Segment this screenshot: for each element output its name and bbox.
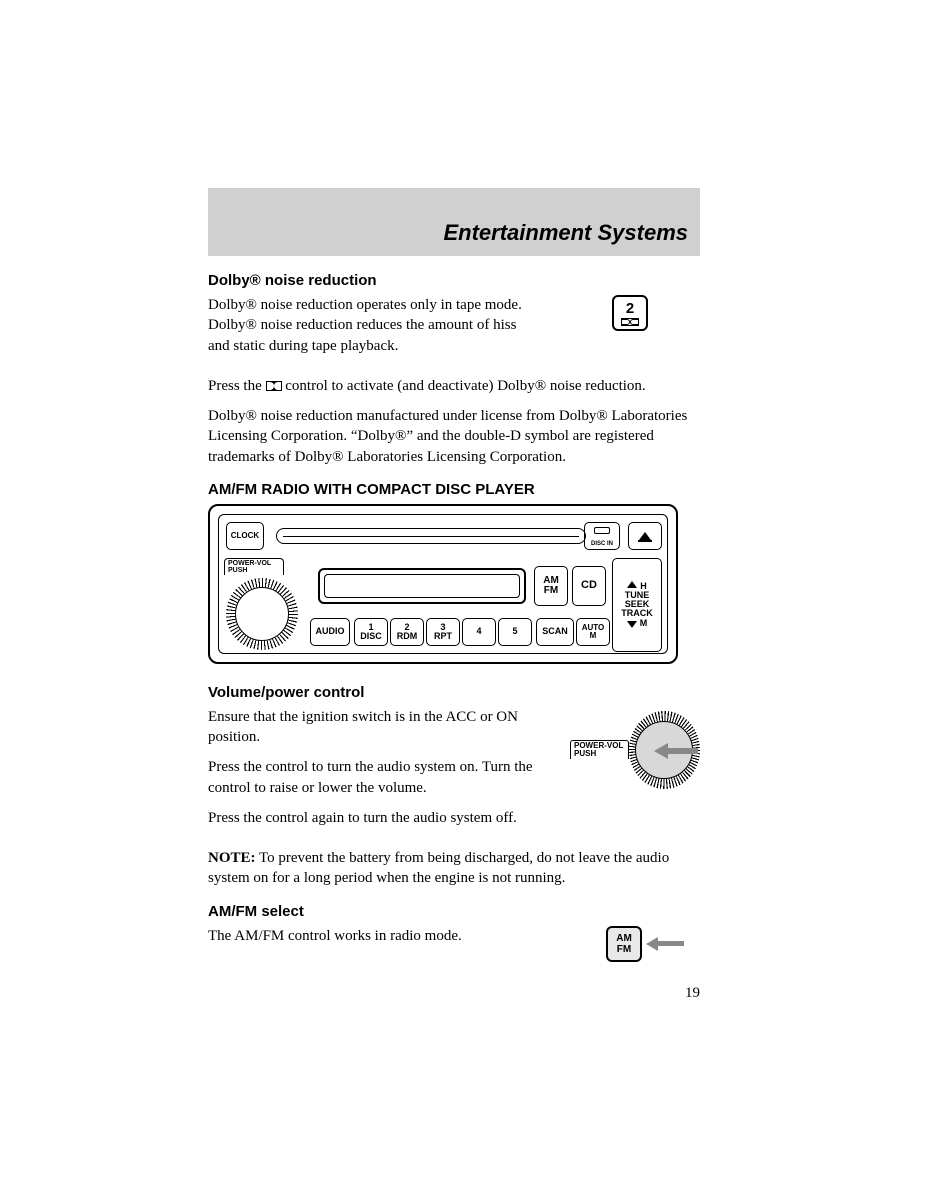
amfm-fig-button: AM FM (606, 926, 642, 962)
header-title: Entertainment Systems (443, 220, 688, 246)
dolby-text-col: Dolby® noise reduction operates only in … (208, 295, 540, 366)
lcd-display (318, 568, 526, 604)
volume-p2: Press the control to turn the audio syst… (208, 757, 550, 798)
audio-button: AUDIO (310, 618, 350, 646)
eject-button (628, 522, 662, 550)
up-icon (627, 581, 637, 588)
amfm-button: AM FM (534, 566, 568, 606)
preset-1-button: 1DISC (354, 618, 388, 646)
arrow-icon (654, 743, 698, 759)
dolby-p2: Press the control to activate (and deact… (208, 376, 700, 396)
volume-note: NOTE: To prevent the battery from being … (208, 848, 700, 889)
arrow-icon (646, 937, 684, 951)
volume-row: Ensure that the ignition switch is in th… (208, 707, 700, 838)
preset-3-button: 3RPT (426, 618, 460, 646)
scan-button: SCAN (536, 618, 574, 646)
power-vol-fig-label: POWER-VOL PUSH (570, 740, 629, 759)
amfm-row: The AM/FM control works in radio mode. A… (208, 926, 700, 962)
eject-icon (639, 532, 651, 540)
dolby-inline-icon (266, 381, 282, 391)
volume-knob (226, 578, 298, 650)
dolby-2-number: 2 (626, 301, 634, 316)
disc-in-button: DISC IN (584, 522, 620, 550)
auto-m-button: AUTOM (576, 618, 610, 646)
radio-heading: AM/FM RADIO WITH COMPACT DISC PLAYER (208, 481, 700, 498)
volume-p1: Ensure that the ignition switch is in th… (208, 707, 550, 748)
volume-heading: Volume/power control (208, 684, 700, 701)
volume-text: Ensure that the ignition switch is in th… (208, 707, 550, 838)
preset-2-button: 2RDM (390, 618, 424, 646)
page-number: 19 (685, 985, 700, 1002)
dolby-icon (621, 318, 639, 326)
note-label: NOTE: (208, 850, 256, 866)
tune-button: H TUNE SEEK TRACK M (612, 558, 662, 652)
note-text: To prevent the battery from being discha… (208, 850, 669, 886)
dolby-p1: Dolby® noise reduction operates only in … (208, 295, 540, 356)
dolby-row: Dolby® noise reduction operates only in … (208, 295, 700, 366)
dolby-button-fig: 2 (560, 295, 700, 331)
header-band: Entertainment Systems (208, 188, 700, 256)
power-vol-label: POWER-VOL PUSH (224, 558, 284, 575)
dolby-2-button: 2 (612, 295, 648, 331)
preset-5-button: 5 (498, 618, 532, 646)
radio-illustration: CLOCK DISC IN POWER-VOL PUSH AM FM CD H … (208, 504, 678, 664)
content: Dolby® noise reduction Dolby® noise redu… (208, 256, 700, 962)
cd-slot (276, 528, 586, 544)
amfm-heading: AM/FM select (208, 903, 700, 920)
document-page: Entertainment Systems Dolby® noise reduc… (208, 188, 700, 972)
clock-button: CLOCK (226, 522, 264, 550)
amfm-figure: AM FM (590, 926, 700, 962)
preset-4-button: 4 (462, 618, 496, 646)
dolby-p2-pre: Press the (208, 378, 266, 394)
down-icon (627, 621, 637, 628)
cd-button: CD (572, 566, 606, 606)
amfm-text: The AM/FM control works in radio mode. (208, 926, 570, 956)
dolby-p3: Dolby® noise reduction manufactured unde… (208, 406, 700, 467)
dolby-p2-post: control to activate (and deactivate) Dol… (285, 378, 645, 394)
power-vol-figure: POWER-VOL PUSH (570, 707, 700, 789)
dolby-heading: Dolby® noise reduction (208, 272, 700, 289)
amfm-p1: The AM/FM control works in radio mode. (208, 926, 570, 946)
volume-p3: Press the control again to turn the audi… (208, 808, 550, 828)
